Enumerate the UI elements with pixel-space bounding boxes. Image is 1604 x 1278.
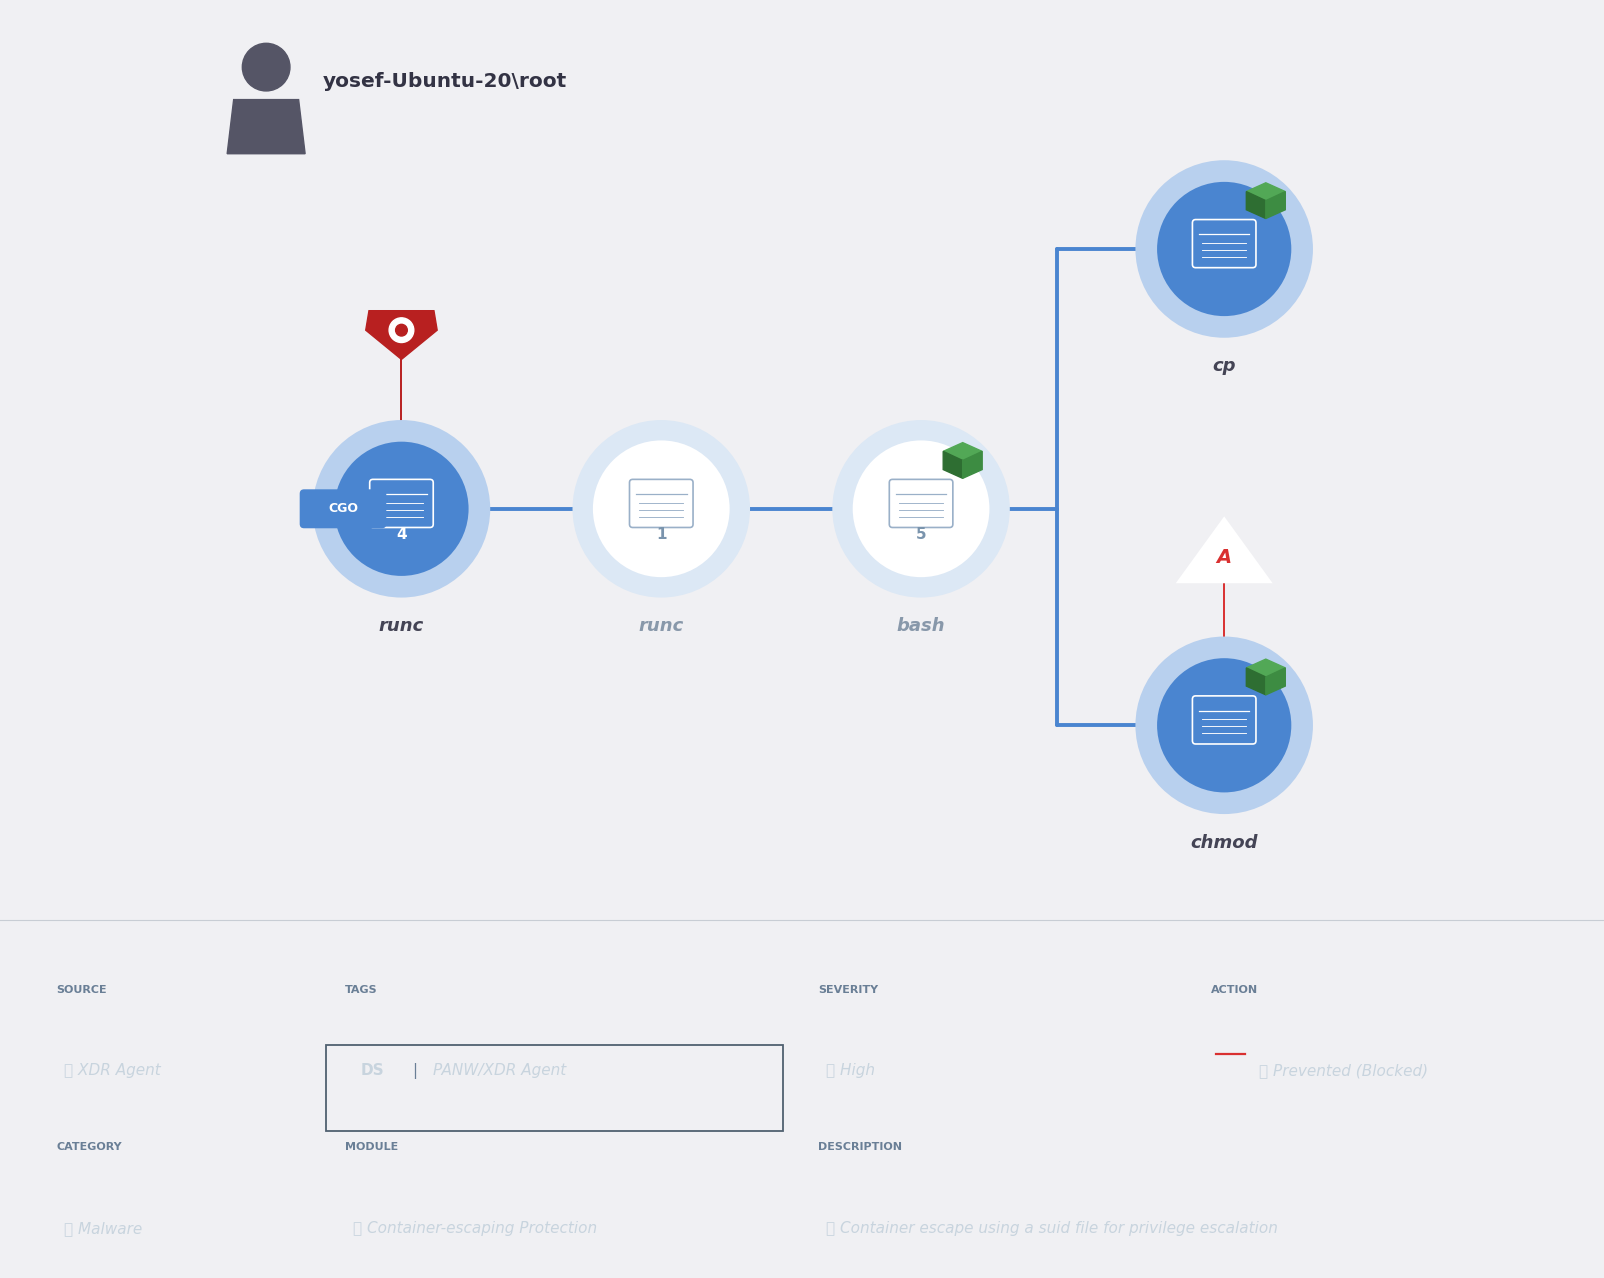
Text: 1: 1 [656, 527, 667, 542]
Circle shape [1156, 181, 1291, 316]
Polygon shape [1179, 519, 1270, 581]
Text: A: A [1216, 548, 1232, 567]
Text: CATEGORY: CATEGORY [56, 1143, 122, 1151]
Text: cp: cp [1213, 358, 1237, 376]
Circle shape [1156, 658, 1291, 792]
Circle shape [853, 442, 988, 576]
Polygon shape [228, 100, 305, 153]
Circle shape [334, 442, 468, 576]
Text: runc: runc [638, 617, 683, 635]
Text: ⎙ Container-escaping Protection: ⎙ Container-escaping Protection [353, 1220, 597, 1236]
Text: yosef-Ubuntu-20\root: yosef-Ubuntu-20\root [322, 72, 566, 91]
Polygon shape [1266, 668, 1285, 695]
Text: ⎙ High: ⎙ High [826, 1063, 876, 1079]
Text: DESCRIPTION: DESCRIPTION [818, 1143, 901, 1151]
Text: ACTION: ACTION [1211, 984, 1258, 994]
Polygon shape [962, 451, 982, 478]
Text: SEVERITY: SEVERITY [818, 984, 877, 994]
Polygon shape [366, 311, 438, 359]
Circle shape [313, 420, 491, 598]
Circle shape [573, 420, 751, 598]
Text: 5: 5 [916, 527, 927, 542]
Circle shape [242, 43, 290, 91]
Polygon shape [1246, 668, 1266, 695]
Text: SOURCE: SOURCE [56, 984, 107, 994]
Polygon shape [1246, 192, 1266, 219]
Text: bash: bash [897, 617, 945, 635]
Text: ⎙ Container escape using a suid file for privilege escalation: ⎙ Container escape using a suid file for… [826, 1220, 1278, 1236]
Text: TAGS: TAGS [345, 984, 377, 994]
Text: MODULE: MODULE [345, 1143, 398, 1151]
Polygon shape [943, 442, 982, 460]
Circle shape [1136, 636, 1314, 814]
FancyBboxPatch shape [300, 489, 387, 528]
Text: ⎙ XDR Agent: ⎙ XDR Agent [64, 1063, 160, 1079]
Text: CGO: CGO [327, 502, 358, 515]
Text: chmod: chmod [1190, 833, 1258, 851]
Circle shape [1136, 160, 1314, 337]
Text: 4: 4 [396, 527, 407, 542]
Text: runc: runc [379, 617, 423, 635]
Circle shape [390, 318, 414, 343]
Circle shape [832, 420, 1011, 598]
Polygon shape [1246, 659, 1285, 677]
Circle shape [396, 325, 407, 336]
Text: |: | [412, 1063, 417, 1080]
Polygon shape [1266, 192, 1285, 219]
Polygon shape [1246, 183, 1285, 201]
Text: ⎙ Prevented (Blocked): ⎙ Prevented (Blocked) [1259, 1063, 1428, 1079]
Circle shape [593, 442, 728, 576]
Text: DS: DS [361, 1063, 385, 1079]
Text: ⎙ Malware: ⎙ Malware [64, 1220, 143, 1236]
Polygon shape [943, 451, 962, 478]
Text: PANW/XDR Agent: PANW/XDR Agent [433, 1063, 566, 1079]
